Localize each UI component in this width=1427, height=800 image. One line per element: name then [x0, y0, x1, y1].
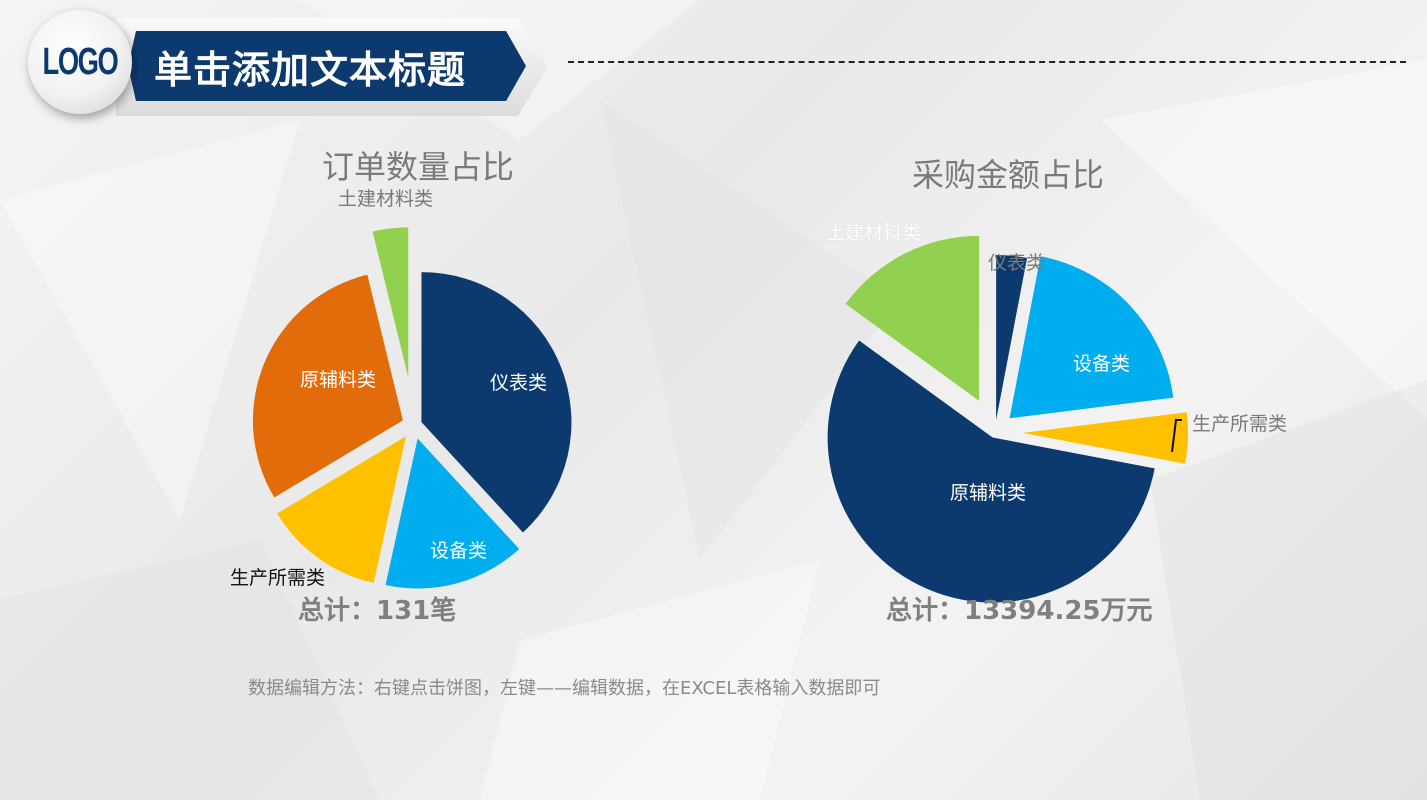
left-chart-title[interactable]: 订单数量占比 [322, 148, 515, 186]
left-label-shengchan: 生产所需类 [230, 567, 326, 589]
left-label-tujian: 土建材料类 [338, 188, 434, 210]
left-label-yibiao: 仪表类 [490, 372, 548, 394]
left-label-yuanfu: 原辅料类 [300, 369, 377, 391]
purchase-amount-pie[interactable] [827, 235, 1188, 603]
order-count-pie[interactable] [252, 227, 572, 589]
right-label-shengchan: 生产所需类 [1192, 413, 1288, 435]
page-title[interactable]: 单击添加文本标题 [154, 47, 467, 92]
pie-slice-0[interactable] [996, 255, 1028, 421]
title-banner[interactable]: 单击添加文本标题 [128, 31, 526, 101]
pie-slice-4[interactable] [845, 235, 980, 401]
pie-slice-4[interactable] [372, 227, 409, 378]
right-label-yuanfu: 原辅料类 [950, 482, 1027, 504]
right-label-shebei: 设备类 [1073, 353, 1131, 375]
pie-slice-0[interactable] [421, 272, 572, 533]
right-total[interactable]: 总计：13394.25万元 [886, 596, 1153, 626]
logo[interactable]: LOGO [28, 10, 132, 114]
leader-line [1171, 419, 1182, 453]
right-chart-title[interactable]: 采购金额占比 [912, 156, 1105, 194]
pie-slice-2[interactable] [277, 436, 406, 583]
header-dashed-divider [568, 61, 1406, 63]
pie-slice-3[interactable] [827, 340, 1155, 603]
header: 单击添加文本标题 LOGO [0, 0, 560, 130]
left-total[interactable]: 总计：131笔 [298, 596, 457, 626]
right-label-yibiao: 仪表类 [988, 252, 1046, 274]
pie-slice-1[interactable] [1009, 256, 1174, 419]
pie-slice-1[interactable] [385, 438, 520, 589]
pie-slice-2[interactable] [1022, 412, 1188, 464]
right-label-tujian: 土建材料类 [826, 222, 922, 244]
pie-slice-3[interactable] [252, 274, 403, 498]
instructions-note: 数据编辑方法：右键点击饼图，左键——编辑数据，在EXCEL表格输入数据即可 [248, 678, 881, 699]
left-label-shebei: 设备类 [430, 540, 488, 562]
logo-text: LOGO [42, 40, 119, 83]
